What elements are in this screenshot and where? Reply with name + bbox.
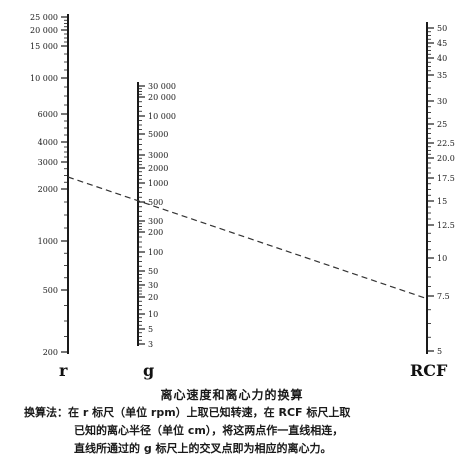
g-tick-label: 300 [148, 217, 163, 226]
g-tick-label: 20 [148, 293, 158, 302]
rcf-tick-label: 5 [437, 347, 442, 356]
rcf-tick-label: 7.5 [437, 292, 450, 301]
r-tick-label: 4000 [38, 138, 58, 147]
g-tick-label: 100 [148, 248, 163, 257]
r-tick-label: 3000 [38, 158, 58, 167]
g-axis-name: g [143, 361, 154, 380]
g-tick-label: 30 [148, 281, 158, 290]
rcf-tick-label: 10 [437, 254, 447, 263]
g-tick-label: 500 [148, 198, 163, 207]
rcf-tick-label: 15 [437, 197, 447, 206]
rcf-tick-label: 20.0 [437, 154, 455, 163]
g-tick-label: 2000 [148, 164, 168, 173]
g-tick-label: 1000 [148, 179, 168, 188]
g-tick-label: 10 [148, 310, 158, 319]
r-axis-ticks: 25 000 20 000 15 000 10 000 6000 4000 3000 2000… [30, 13, 68, 357]
r-axis-name: r [59, 361, 68, 380]
rcf-axis-ticks: 50 45 40 35 30 25 22.5 20.0 17.5 15 12.5 10 7.5 5 [427, 24, 455, 356]
g-axis-ticks: 30 000 20 000 10 000 5000 3000 2000 1000 500 300… [138, 82, 176, 349]
rcf-tick-label: 22.5 [437, 139, 455, 148]
r-tick-label: 200 [43, 348, 58, 357]
caption-title: 离心速度和离心力的换算 [160, 388, 304, 402]
g-tick-label: 5 [148, 325, 153, 334]
r-tick-label: 15 000 [30, 42, 58, 51]
r-tick-label: 20 000 [30, 26, 58, 35]
r-tick-label: 10 000 [30, 74, 58, 83]
r-tick-label: 6000 [38, 110, 58, 119]
rcf-tick-label: 45 [437, 39, 447, 48]
g-tick-label: 5000 [148, 130, 168, 139]
rcf-axis-name: RCF [410, 361, 448, 380]
method-line-3: 直线所通过的 g 标尺上的交叉点即为相应的离心力。 [74, 442, 332, 455]
g-tick-label: 3000 [148, 151, 168, 160]
r-tick-label: 2000 [38, 185, 58, 194]
rcf-tick-label: 12.5 [437, 221, 455, 230]
r-tick-label: 500 [43, 286, 58, 295]
r-tick-label: 25 000 [30, 13, 58, 22]
rcf-tick-label: 17.5 [437, 174, 455, 183]
method-line-1: 换算法：在 r 标尺（单位 rpm）上取已知转速，在 RCF 标尺上取 [24, 406, 351, 419]
g-tick-label: 10 000 [148, 112, 176, 121]
nomogram-diagram: 25 000 20 000 15 000 10 000 6000 4000 3000 2000… [30, 13, 455, 380]
g-tick-label: 20 000 [148, 93, 176, 102]
g-tick-label: 3 [148, 340, 153, 349]
g-tick-label: 30 000 [148, 82, 176, 91]
dashed-connecting-line [67, 176, 426, 299]
rcf-tick-label: 30 [437, 97, 447, 106]
caption-method: 换算法：在 r 标尺（单位 rpm）上取已知转速，在 RCF 标尺上取 已知的离… [24, 404, 454, 458]
g-tick-label: 50 [148, 267, 158, 276]
g-tick-label: 200 [148, 228, 163, 237]
rcf-tick-label: 25 [437, 120, 447, 129]
r-tick-label: 1000 [38, 237, 58, 246]
rcf-tick-label: 50 [437, 24, 447, 33]
rcf-tick-label: 35 [437, 71, 447, 80]
method-line-2: 已知的离心半径（单位 cm），将这两点作一直线相连， [74, 424, 344, 437]
rcf-tick-label: 40 [437, 54, 447, 63]
